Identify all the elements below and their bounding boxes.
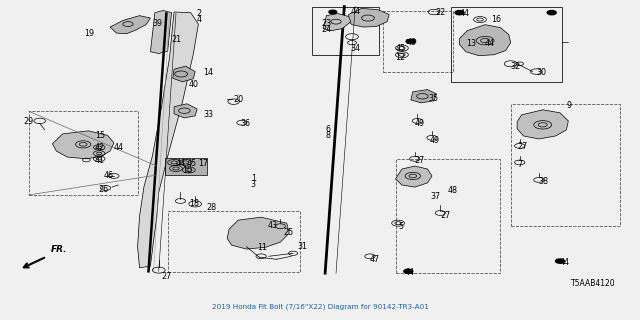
Circle shape [404, 269, 413, 273]
Text: 31: 31 [298, 242, 308, 251]
Bar [383, 12, 453, 72]
Text: 39: 39 [152, 19, 163, 28]
Text: 44: 44 [485, 39, 495, 48]
Text: 44: 44 [404, 268, 415, 277]
Text: 26: 26 [98, 185, 108, 194]
Text: 47: 47 [370, 255, 380, 264]
Polygon shape [411, 90, 436, 103]
Text: 2019 Honda Fit Bolt (7/16"X22) Diagram for 90142-TR3-A01: 2019 Honda Fit Bolt (7/16"X22) Diagram f… [212, 304, 428, 310]
Text: 4: 4 [196, 15, 202, 24]
Text: 14: 14 [204, 68, 214, 77]
Bar [29, 111, 138, 195]
Text: 40: 40 [189, 80, 199, 89]
Text: 12: 12 [396, 53, 406, 62]
Text: 25: 25 [283, 228, 293, 237]
Circle shape [329, 10, 337, 14]
Text: 27: 27 [161, 272, 172, 281]
Text: 29: 29 [23, 117, 33, 126]
Text: 21: 21 [172, 35, 182, 44]
Text: 36: 36 [240, 119, 250, 128]
Text: 19: 19 [84, 29, 94, 38]
Polygon shape [138, 12, 198, 268]
Text: 44: 44 [351, 7, 361, 16]
Text: 44: 44 [114, 143, 124, 153]
Text: 18: 18 [189, 199, 199, 208]
Text: 20: 20 [234, 95, 244, 104]
Text: 23: 23 [321, 19, 332, 28]
Text: 34: 34 [351, 44, 361, 53]
Text: 44: 44 [460, 9, 470, 18]
Text: 27: 27 [517, 142, 527, 151]
Polygon shape [460, 25, 511, 56]
Text: 28: 28 [206, 203, 216, 212]
Polygon shape [347, 8, 389, 27]
Text: 41: 41 [95, 156, 105, 164]
Text: T5AAB4120: T5AAB4120 [571, 279, 616, 288]
Polygon shape [227, 217, 289, 249]
Text: 5: 5 [398, 222, 403, 231]
Text: 45: 45 [187, 159, 197, 168]
Text: 38: 38 [539, 177, 549, 186]
Bar [168, 211, 300, 272]
Text: 6: 6 [325, 125, 330, 134]
Text: 42: 42 [95, 143, 105, 152]
Text: 22: 22 [435, 8, 445, 17]
Polygon shape [52, 131, 114, 159]
Text: 3: 3 [251, 180, 256, 188]
Polygon shape [396, 166, 432, 187]
Text: 24: 24 [321, 25, 332, 34]
Text: 1: 1 [251, 173, 256, 183]
Text: 35: 35 [429, 94, 439, 103]
Text: 27: 27 [415, 156, 425, 165]
Bar [396, 159, 500, 273]
Text: 49: 49 [430, 136, 440, 145]
Circle shape [455, 11, 464, 15]
Text: 27: 27 [440, 211, 451, 220]
Text: 46: 46 [104, 172, 114, 180]
Text: 7: 7 [517, 160, 522, 169]
Polygon shape [517, 110, 568, 139]
Circle shape [406, 39, 416, 44]
Bar [165, 158, 207, 175]
Text: 16: 16 [492, 15, 502, 24]
Text: 8: 8 [325, 132, 330, 140]
Text: 48: 48 [448, 186, 458, 195]
Text: 17: 17 [198, 159, 209, 168]
Text: 32: 32 [511, 62, 521, 71]
Text: 33: 33 [204, 110, 214, 119]
Text: 9: 9 [566, 101, 572, 110]
Text: 2: 2 [196, 9, 202, 18]
Text: FR.: FR. [51, 245, 68, 254]
Text: 13: 13 [466, 39, 476, 48]
Polygon shape [173, 66, 195, 82]
Text: 15: 15 [95, 132, 105, 140]
Bar [451, 7, 562, 82]
Text: 10: 10 [182, 166, 193, 175]
Text: 37: 37 [430, 192, 440, 201]
Polygon shape [323, 13, 351, 31]
Text: 49: 49 [415, 119, 425, 128]
Text: 44: 44 [176, 159, 186, 168]
Text: 44: 44 [560, 258, 570, 267]
Text: 45: 45 [396, 44, 406, 53]
Text: 11: 11 [257, 243, 268, 252]
Circle shape [556, 259, 564, 263]
Circle shape [547, 11, 556, 15]
Polygon shape [174, 104, 197, 118]
Bar [312, 7, 379, 55]
Bar [511, 104, 620, 226]
Polygon shape [150, 11, 172, 53]
Text: 40: 40 [406, 38, 417, 47]
Polygon shape [110, 16, 150, 34]
Text: 30: 30 [536, 68, 547, 77]
Text: 43: 43 [268, 221, 278, 230]
